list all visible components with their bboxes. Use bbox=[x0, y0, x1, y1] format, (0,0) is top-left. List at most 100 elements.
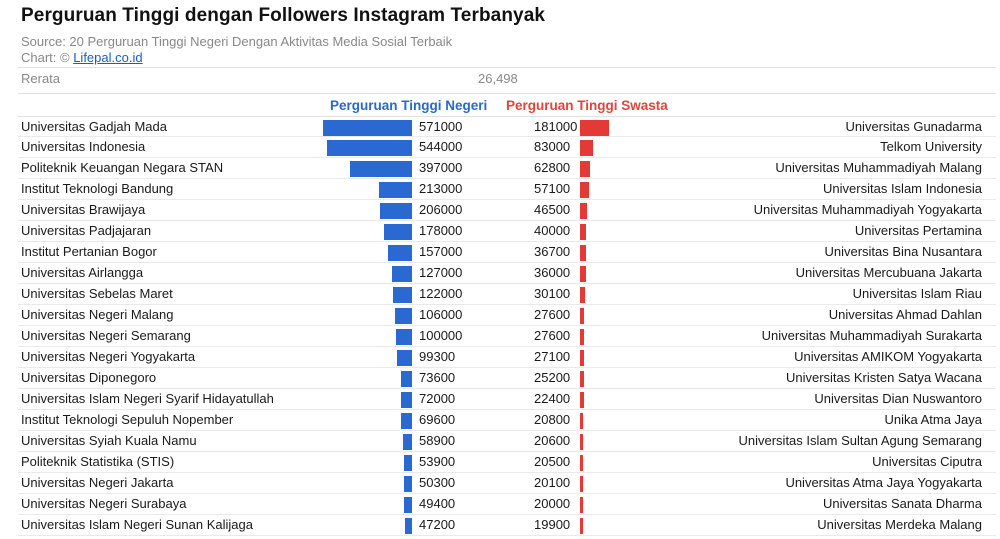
negeri-bar bbox=[379, 203, 412, 219]
swasta-bar bbox=[580, 329, 585, 345]
swasta-value: 20600 bbox=[534, 433, 571, 448]
table-row: Universitas Islam Negeri Syarif Hidayatu… bbox=[18, 389, 996, 410]
negeri-value: 571000 bbox=[419, 119, 463, 134]
swasta-value: 181000 bbox=[534, 119, 578, 134]
swasta-bar bbox=[580, 308, 585, 324]
negeri-bar bbox=[400, 371, 412, 387]
swasta-name: Universitas Kristen Satya Wacana bbox=[785, 370, 982, 385]
negeri-bar bbox=[401, 413, 412, 429]
table-row: Universitas Syiah Kuala Namu 58900 20600 Un… bbox=[18, 431, 996, 452]
swasta-name: Universitas Pertamina bbox=[854, 223, 982, 238]
swasta-value: 30100 bbox=[534, 286, 571, 301]
swasta-value: 27600 bbox=[534, 328, 571, 343]
table-row: Politeknik Statistika (STIS) 53900 20500 Un… bbox=[18, 452, 996, 473]
swasta-value: 20000 bbox=[534, 496, 571, 511]
negeri-bar bbox=[396, 329, 412, 345]
negeri-name: Universitas Padjajaran bbox=[21, 223, 152, 238]
table-row: Universitas Negeri Malang 106000 27600 Univ… bbox=[18, 305, 996, 326]
swasta-value: 19900 bbox=[534, 517, 571, 532]
negeri-name: Universitas Negeri Jakarta bbox=[21, 475, 174, 490]
negeri-value: 178000 bbox=[419, 223, 463, 238]
swasta-value: 83000 bbox=[534, 139, 571, 154]
swasta-name: Universitas Atma Jaya Yogyakarta bbox=[785, 475, 982, 490]
table-row: Institut Teknologi Sepuluh Nopember 69600… bbox=[18, 410, 996, 431]
swasta-value: 36700 bbox=[534, 244, 571, 259]
negeri-value: 544000 bbox=[419, 139, 463, 154]
negeri-bar bbox=[378, 182, 412, 198]
table-row: Universitas Sebelas Maret 122000 30100 Univ… bbox=[18, 284, 996, 305]
negeri-bar bbox=[402, 434, 412, 450]
credit-link[interactable]: Lifepal.co.id bbox=[73, 50, 143, 65]
negeri-bar bbox=[404, 518, 412, 534]
swasta-name: Universitas Islam Indonesia bbox=[823, 181, 982, 196]
negeri-value: 397000 bbox=[419, 160, 463, 175]
swasta-bar bbox=[580, 350, 585, 366]
negeri-value: 213000 bbox=[419, 181, 463, 196]
negeri-name: Universitas Islam Negeri Sunan Kalijaga bbox=[21, 517, 253, 532]
negeri-name: Institut Teknologi Sepuluh Nopember bbox=[21, 412, 234, 427]
swasta-value: 20500 bbox=[534, 454, 571, 469]
negeri-bar bbox=[384, 224, 412, 240]
swasta-bar bbox=[580, 245, 586, 261]
negeri-value: 69600 bbox=[419, 412, 456, 427]
divider bbox=[18, 67, 996, 68]
negeri-value: 50300 bbox=[419, 475, 456, 490]
table-row: Universitas Airlangga 127000 36000 Universi… bbox=[18, 263, 996, 284]
swasta-bar bbox=[580, 434, 584, 450]
table-row: Universitas Diponegoro 73600 25200 Universi… bbox=[18, 368, 996, 389]
swasta-value: 25200 bbox=[534, 370, 571, 385]
negeri-name: Institut Pertanian Bogor bbox=[21, 244, 157, 259]
negeri-name: Universitas Diponegoro bbox=[21, 370, 157, 385]
swasta-name: Universitas Sanata Dharma bbox=[823, 496, 982, 511]
swasta-name: Universitas Bina Nusantara bbox=[824, 244, 982, 259]
swasta-name: Unika Atma Jaya bbox=[884, 412, 982, 427]
negeri-bar bbox=[323, 120, 412, 136]
negeri-bar bbox=[392, 287, 412, 303]
swasta-name: Telkom University bbox=[880, 139, 982, 154]
swasta-bar bbox=[580, 413, 584, 429]
negeri-value: 72000 bbox=[419, 391, 456, 406]
swasta-bar bbox=[580, 266, 586, 282]
negeri-bar bbox=[404, 497, 412, 513]
swasta-bar bbox=[580, 287, 585, 303]
swasta-value: 27600 bbox=[534, 307, 571, 322]
swasta-name: Universitas Merdeka Malang bbox=[817, 517, 982, 532]
swasta-name: Universitas Mercubuana Jakarta bbox=[795, 265, 982, 280]
negeri-bar bbox=[404, 476, 412, 492]
negeri-name: Universitas Negeri Semarang bbox=[21, 328, 191, 343]
negeri-value: 47200 bbox=[419, 517, 456, 532]
negeri-bar bbox=[396, 350, 412, 366]
negeri-value: 206000 bbox=[419, 202, 463, 217]
table-row: Politeknik Keuangan Negara STAN 397000 628… bbox=[18, 158, 996, 179]
table-row: Universitas Padjajaran 178000 40000 Univers… bbox=[18, 221, 996, 242]
negeri-value: 49400 bbox=[419, 496, 456, 511]
swasta-bar bbox=[580, 224, 587, 240]
table-row: Universitas Negeri Surabaya 49400 20000 Uni… bbox=[18, 494, 996, 515]
table-row: Institut Pertanian Bogor 157000 36700 Unive… bbox=[18, 242, 996, 263]
negeri-bar bbox=[392, 266, 412, 282]
table-row: Institut Teknologi Bandung 213000 57100 Uni… bbox=[18, 179, 996, 200]
swasta-bar bbox=[580, 455, 584, 471]
legend-swasta: Perguruan Tinggi Swasta bbox=[506, 98, 668, 113]
swasta-name: Universitas Muhammadiyah Surakarta bbox=[761, 328, 982, 343]
source-prefix: Source: bbox=[21, 34, 70, 49]
swasta-value: 36000 bbox=[534, 265, 571, 280]
swasta-bar bbox=[580, 371, 585, 387]
swasta-bar bbox=[580, 161, 591, 177]
swasta-bar bbox=[580, 140, 594, 156]
swasta-value: 20800 bbox=[534, 412, 571, 427]
swasta-name: Universitas Ahmad Dahlan bbox=[828, 307, 982, 322]
table-row: Universitas Indonesia 544000 83000 Telkom U… bbox=[18, 137, 996, 158]
divider bbox=[18, 93, 996, 94]
swasta-bar bbox=[580, 476, 584, 492]
negeri-name: Universitas Negeri Surabaya bbox=[21, 496, 187, 511]
negeri-value: 157000 bbox=[419, 244, 463, 259]
credit-prefix: Chart: © bbox=[21, 50, 74, 65]
swasta-name: Universitas Muhammadiyah Yogyakarta bbox=[753, 202, 982, 217]
average-label: Rerata bbox=[21, 71, 61, 86]
negeri-name: Universitas Brawijaya bbox=[21, 202, 146, 217]
swasta-name: Universitas Islam Riau bbox=[852, 286, 982, 301]
swasta-name: Universitas Dian Nuswantoro bbox=[814, 391, 982, 406]
table-row: Universitas Negeri Jakarta 50300 20100 Univ… bbox=[18, 473, 996, 494]
negeri-name: Universitas Negeri Yogyakarta bbox=[21, 349, 196, 364]
